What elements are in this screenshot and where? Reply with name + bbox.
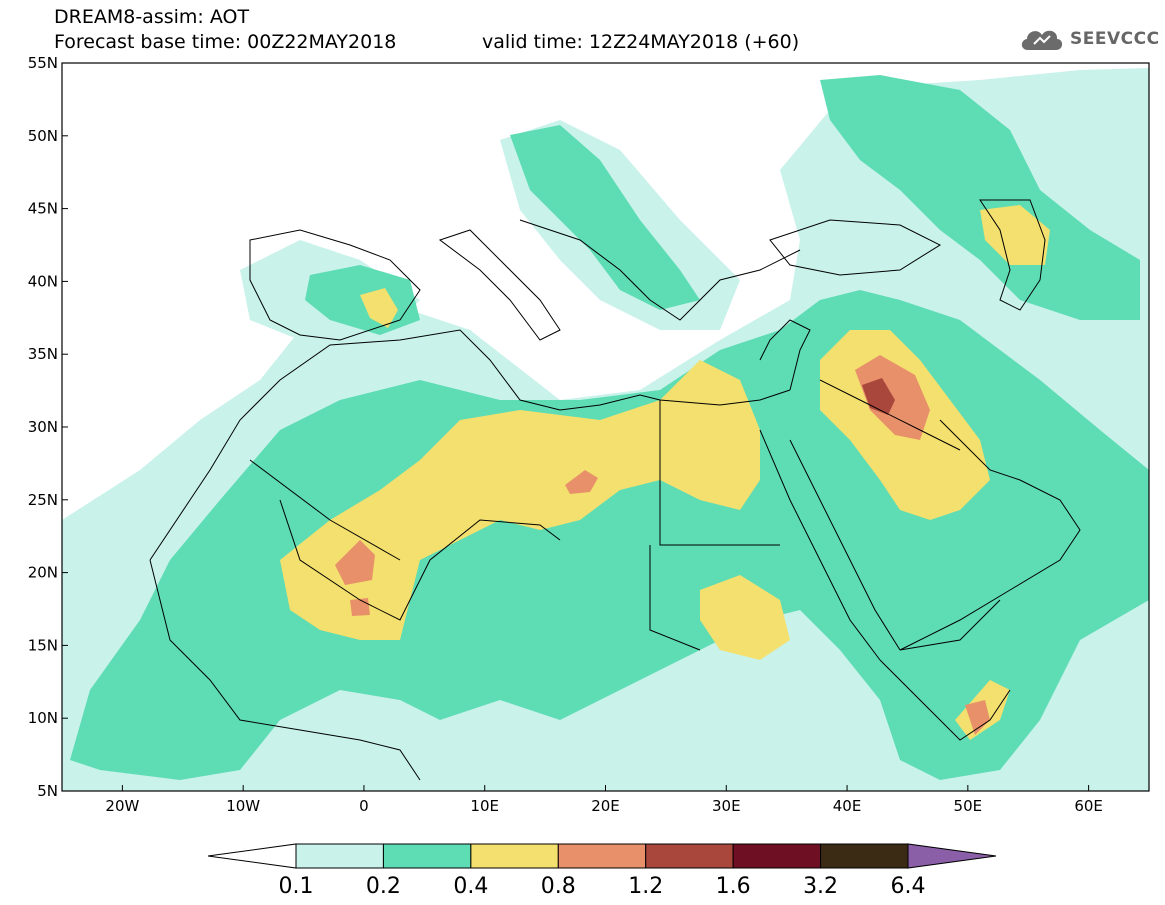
coastline-west-africa [149, 559, 421, 781]
colorbar-label: 0.2 [366, 874, 401, 899]
lat-label: 15N [28, 636, 58, 654]
lat-label: 45N [28, 200, 58, 218]
colorbar-swatch [820, 843, 909, 869]
valid-time-label: valid time: 12Z24MAY2018 (+60) [482, 31, 800, 53]
lon-label: 10E [470, 797, 499, 815]
lat-label: 30N [28, 418, 58, 436]
aot-band-0.2-east [820, 75, 1140, 320]
colorbar-label: 3.2 [803, 874, 838, 899]
border-libya-egypt [659, 400, 780, 546]
aot-band-0.4 [280, 360, 760, 640]
lat-label: 25N [28, 491, 58, 509]
colorbar-label: 1.6 [716, 874, 751, 899]
coastline-levant [759, 319, 811, 391]
lon-label: 50E [954, 797, 983, 815]
aot-band-0.2-balkans [510, 125, 700, 310]
coastline-red-sea-west [759, 429, 881, 661]
border-algeria [249, 459, 401, 561]
latitude-axis: 55N 50N 45N 40N 35N 30N 25N 20N 15N 10N 5N [28, 54, 68, 800]
coastline-red-sea-east [789, 439, 901, 651]
lat-label: 50N [28, 127, 58, 145]
lon-label: 20E [591, 797, 620, 815]
colorbar-high-arrow [907, 843, 997, 869]
coastline-caspian [979, 199, 1046, 311]
seevccc-logo: SEEVCCC [1018, 24, 1160, 54]
lat-label: 20N [28, 564, 58, 582]
aot-band-0.8-libya [565, 470, 598, 494]
coastline-arabia-gulf [899, 419, 1081, 651]
aot-field [62, 63, 1149, 791]
lat-label: 35N [28, 345, 58, 363]
lat-label: 5N [37, 782, 58, 800]
colorbar-label: 0.1 [279, 874, 314, 899]
aot-band-0.8-mali [350, 598, 370, 616]
coastline-italy [438, 229, 561, 341]
lon-label: 10W [226, 797, 260, 815]
colorbar-label: 6.4 [891, 874, 926, 899]
logo-text: SEEVCCC [1070, 29, 1160, 49]
aot-band-0.8-somalia [965, 700, 990, 735]
border-chad-sudan [649, 545, 701, 651]
lon-label: 30E [712, 797, 741, 815]
aot-band-0.4-chad [700, 575, 790, 660]
colorbar-low-arrow [207, 843, 297, 869]
border-iraq [819, 379, 961, 451]
lon-label: 0 [359, 797, 369, 815]
base-time-label: Forecast base time: 00Z22MAY2018 [54, 31, 397, 53]
colorbar-label: 0.8 [541, 874, 576, 899]
colorbar-swatch [382, 843, 472, 869]
lat-label: 10N [28, 709, 58, 727]
coastline-north-africa [149, 329, 791, 561]
colorbar-swatch [557, 843, 647, 869]
colorbar-swatch [732, 843, 822, 869]
map-outlines [149, 199, 1081, 781]
chart-title: DREAM8-assim: AOT [54, 6, 250, 28]
colorbar-swatch [295, 843, 384, 869]
lon-label: 20W [105, 797, 139, 815]
border-mali-niger [279, 499, 561, 621]
lon-label: 40E [833, 797, 862, 815]
colorbar-swatch [470, 843, 559, 869]
colorbar-swatch [645, 843, 734, 869]
longitude-axis: 20W 10W 0 10E 20E 30E 40E 50E 60E [105, 785, 1103, 815]
coastline-horn [879, 659, 1011, 741]
lon-label: 60E [1074, 797, 1103, 815]
border-saudi-yemen [899, 599, 1001, 651]
cloud-icon [1021, 30, 1063, 50]
colorbar-label: 0.4 [453, 874, 488, 899]
coastline-iberia [249, 229, 421, 341]
coastline-balkans-greece [519, 219, 801, 321]
colorbar: 0.1 0.2 0.4 0.8 1.2 1.6 3.2 6.4 [207, 843, 997, 899]
aot-band-1.2-iraq [862, 378, 895, 415]
lat-label: 40N [28, 272, 58, 290]
aot-band-0.4-caspian [980, 205, 1050, 265]
colorbar-label: 1.2 [628, 874, 663, 899]
coastline-black-sea [769, 219, 942, 276]
lat-label: 55N [28, 54, 58, 72]
aot-band-0.8-sahara [335, 540, 375, 585]
aot-band-0.4-spain [360, 288, 398, 328]
